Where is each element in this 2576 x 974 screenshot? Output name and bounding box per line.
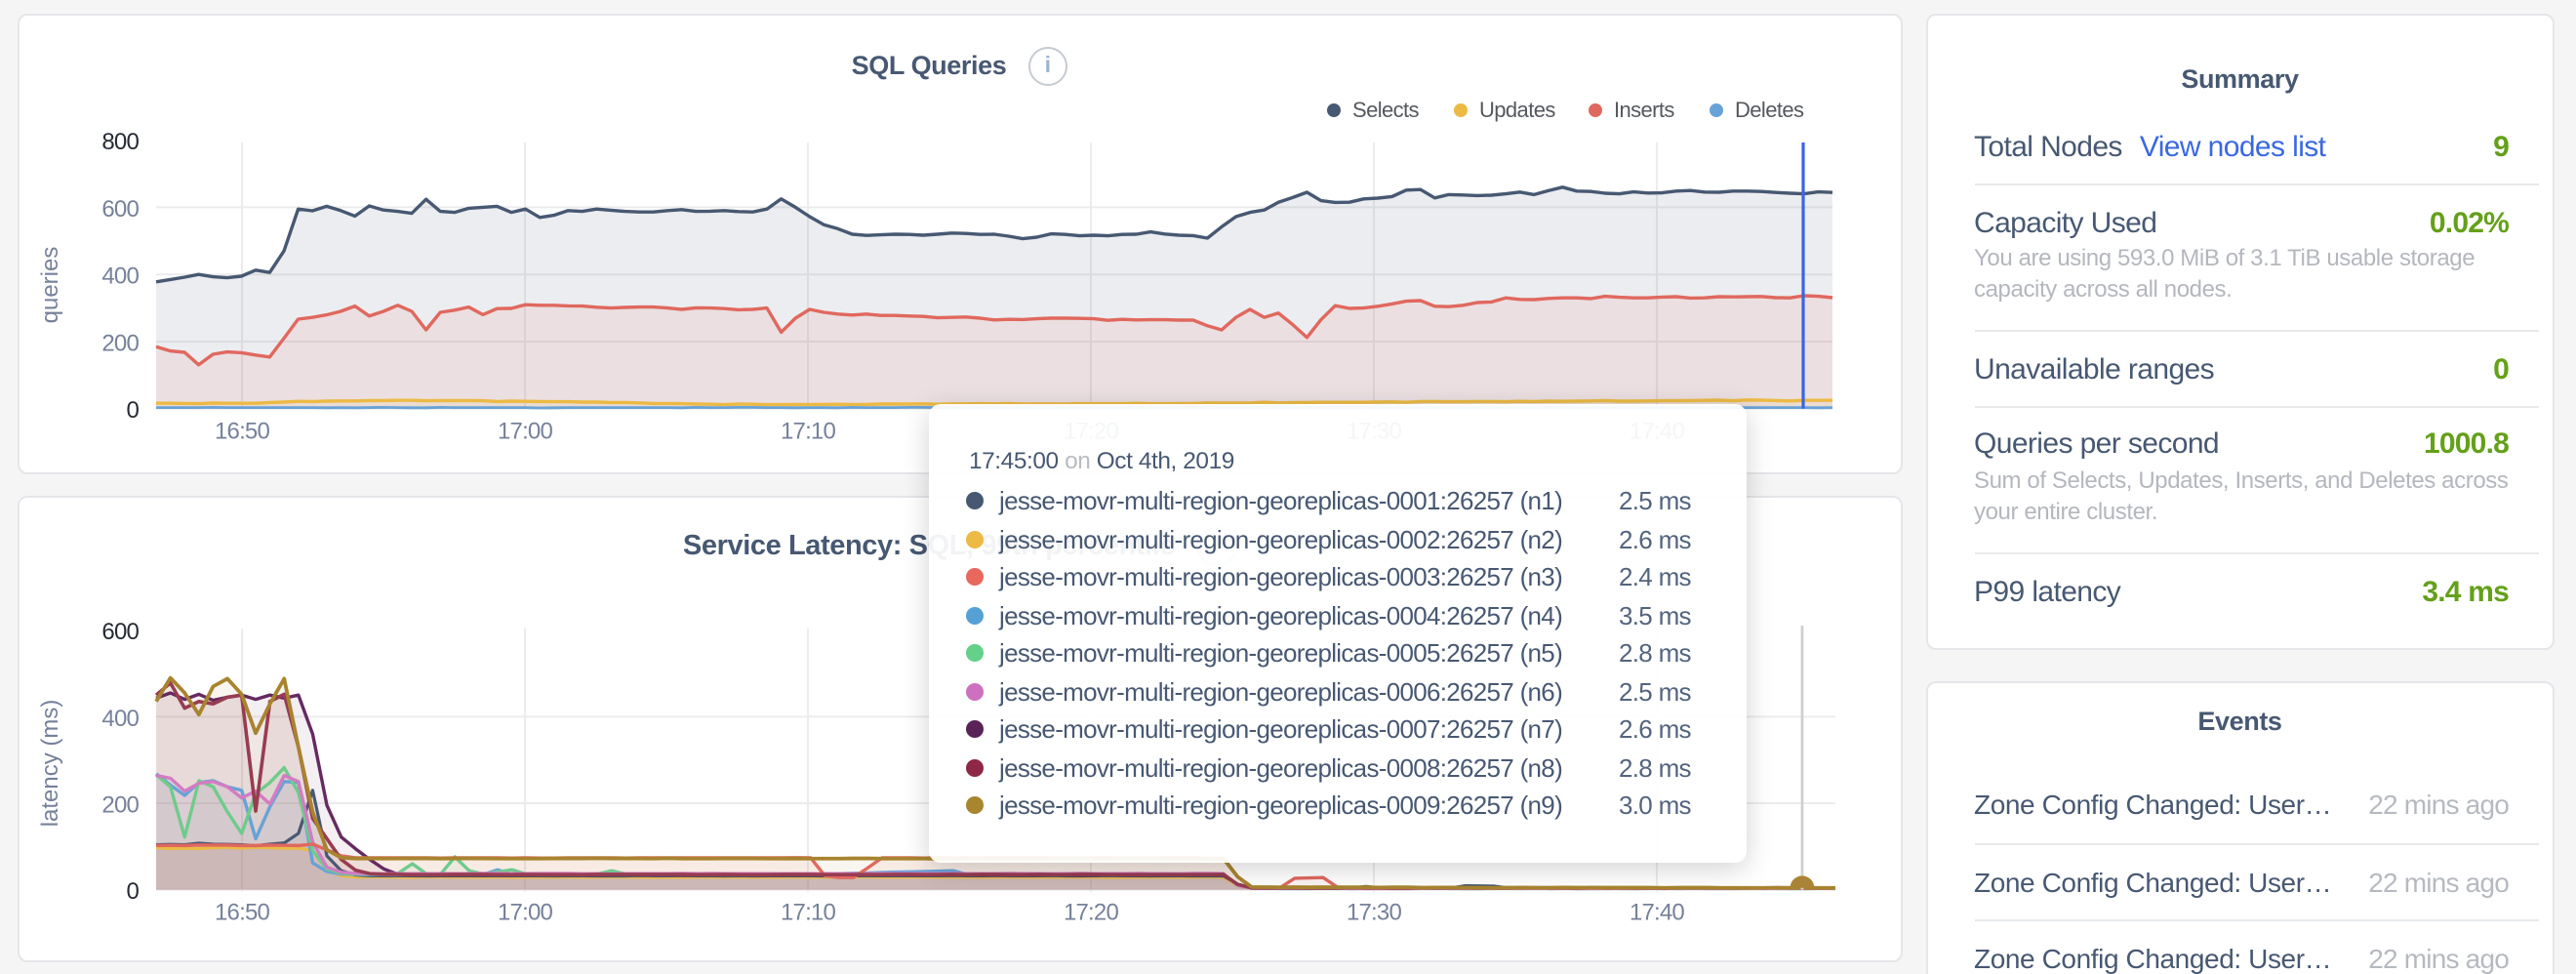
svg-text:16:50: 16:50 [214,899,268,925]
svg-text:600: 600 [101,619,138,645]
svg-text:17:10: 17:10 [780,899,834,925]
svg-text:17:40: 17:40 [1629,899,1683,925]
svg-text:17:00: 17:00 [497,899,551,925]
svg-text:400: 400 [101,264,138,290]
svg-text:17:20: 17:20 [1063,899,1117,925]
svg-text:0: 0 [125,397,138,424]
svg-text:latency (ms): latency (ms) [36,700,62,828]
svg-text:200: 200 [101,791,138,818]
svg-text:200: 200 [101,330,138,356]
svg-text:17:00: 17:00 [497,418,552,444]
svg-text:17:10: 17:10 [780,418,835,444]
svg-text:600: 600 [101,196,138,223]
svg-text:0: 0 [125,878,138,905]
svg-text:400: 400 [101,706,138,732]
svg-text:17:30: 17:30 [1346,899,1400,925]
svg-text:16:50: 16:50 [214,418,269,444]
svg-text:800: 800 [101,129,138,155]
svg-text:queries: queries [36,247,62,324]
